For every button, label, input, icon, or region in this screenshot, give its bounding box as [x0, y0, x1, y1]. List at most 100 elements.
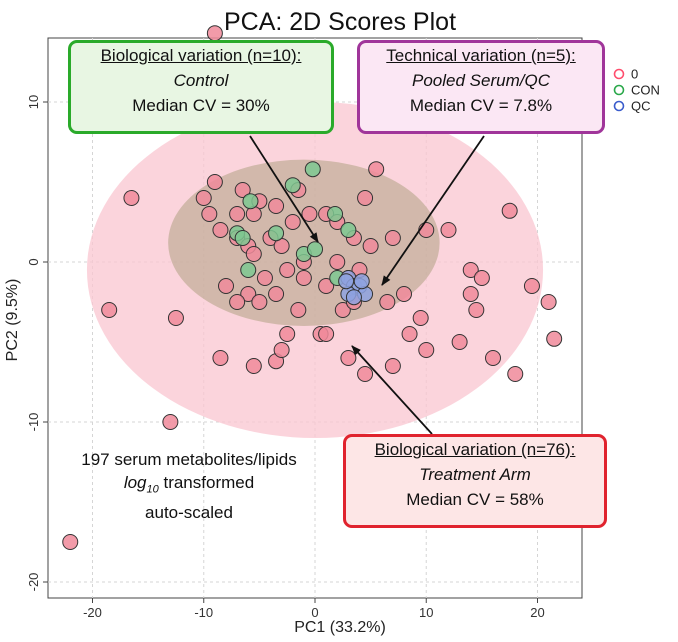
note-line-1: 197 serum metabolites/lipids: [81, 450, 297, 469]
legend-marker-qc: [613, 100, 625, 112]
data-point: [501, 202, 518, 219]
data-point: [279, 262, 296, 278]
legend-marker-0: [613, 68, 625, 80]
data-point: [301, 206, 318, 222]
data-point: [195, 190, 212, 206]
callout-control: Biological variation (n=10): Control Med…: [68, 40, 334, 134]
data-point: [379, 294, 396, 310]
data-point: [340, 222, 357, 238]
data-point: [357, 366, 374, 382]
x-tick-label: -20: [83, 605, 102, 620]
data-point: [307, 241, 323, 258]
callout-control-cv: Median CV = 30%: [132, 96, 270, 115]
data-point: [304, 161, 321, 178]
callout-qc-subtitle: Pooled Serum/QC: [412, 71, 550, 90]
data-point: [327, 206, 344, 222]
data-point: [368, 161, 385, 178]
data-point: [318, 326, 335, 342]
note-transformed: transformed: [158, 473, 255, 492]
data-point: [357, 190, 374, 206]
data-point: [329, 254, 346, 270]
callout-control-title: Biological variation (n=10):: [100, 46, 302, 65]
legend-label-qc: QC: [631, 99, 651, 114]
data-point: [206, 174, 223, 190]
legend-marker-con: [613, 84, 625, 96]
data-point: [123, 190, 140, 206]
data-point: [507, 366, 524, 382]
x-tick-label: 10: [419, 605, 433, 620]
data-point: [401, 326, 418, 342]
chart-title: PCA: 2D Scores Plot: [224, 8, 456, 36]
data-point: [540, 294, 557, 310]
callout-qc-title: Technical variation (n=5):: [386, 46, 576, 65]
callout-qc-cv: Median CV = 7.8%: [409, 96, 553, 115]
data-point: [240, 286, 257, 302]
callout-treatment-subtitle: Treatment Arm: [419, 465, 531, 484]
callout-treatment-title: Biological variation (n=76):: [374, 440, 576, 459]
data-point: [295, 270, 312, 286]
legend-label-con: CON: [631, 83, 660, 98]
data-point: [485, 350, 501, 366]
note-log-subscript: 10: [146, 483, 159, 496]
note-line-3: auto-scaled: [145, 503, 233, 523]
data-point: [340, 350, 357, 366]
data-point: [440, 222, 457, 238]
data-point: [362, 238, 379, 254]
legend-label-0: 0: [631, 67, 638, 82]
callout-qc: Technical variation (n=5): Pooled Serum/…: [357, 40, 605, 134]
data-point: [162, 414, 179, 430]
data-point: [268, 198, 285, 214]
data-point: [462, 286, 479, 302]
data-point: [273, 342, 290, 358]
note-log-base: log: [123, 473, 147, 492]
x-axis-label: PC1 (33.2%): [294, 619, 386, 636]
data-point: [268, 225, 285, 242]
data-point: [334, 302, 351, 318]
data-point: [284, 177, 301, 194]
y-tick-label: -20: [26, 573, 41, 592]
data-point: [242, 193, 259, 210]
data-point: [234, 182, 251, 198]
data-point: [62, 534, 79, 550]
x-tick-label: 20: [530, 605, 544, 620]
data-point: [218, 278, 234, 294]
note-line-2: log10 transformed: [62, 471, 316, 501]
data-point: [473, 270, 490, 286]
data-point: [101, 302, 118, 318]
data-point: [384, 358, 401, 374]
arrow-qc: [381, 135, 485, 286]
data-point: [396, 286, 412, 302]
arrow-treatment: [351, 345, 433, 435]
data-point: [268, 286, 285, 302]
data-point: [418, 222, 435, 238]
data-point: [229, 206, 246, 222]
data-point: [384, 230, 401, 246]
data-point: [212, 350, 229, 366]
data-point: [284, 214, 301, 230]
data-point: [245, 246, 262, 262]
data-point: [240, 262, 257, 278]
data-point: [167, 310, 184, 326]
arrow-control: [249, 135, 319, 243]
data-point: [229, 294, 246, 310]
x-tick-label: -10: [194, 605, 213, 620]
data-point: [256, 270, 273, 286]
data-point: [462, 262, 479, 278]
y-axis-label: PC2 (9.5%): [4, 279, 21, 362]
data-point: [523, 278, 540, 294]
x-tick-label: 0: [311, 605, 318, 620]
data-point: [206, 25, 223, 42]
data-point: [234, 230, 251, 246]
data-point: [212, 222, 229, 238]
data-point: [345, 289, 362, 306]
preprocessing-note: 197 serum metabolites/lipids log10 trans…: [62, 448, 316, 524]
y-tick-label: -10: [26, 413, 41, 432]
data-point: [201, 206, 218, 222]
callout-treatment: Biological variation (n=76): Treatment A…: [343, 434, 607, 528]
data-point: [290, 302, 307, 318]
data-point: [338, 273, 355, 290]
data-point: [251, 294, 268, 310]
series-qc: [338, 270, 374, 306]
data-point: [318, 278, 335, 294]
y-tick-label: 10: [26, 95, 41, 109]
